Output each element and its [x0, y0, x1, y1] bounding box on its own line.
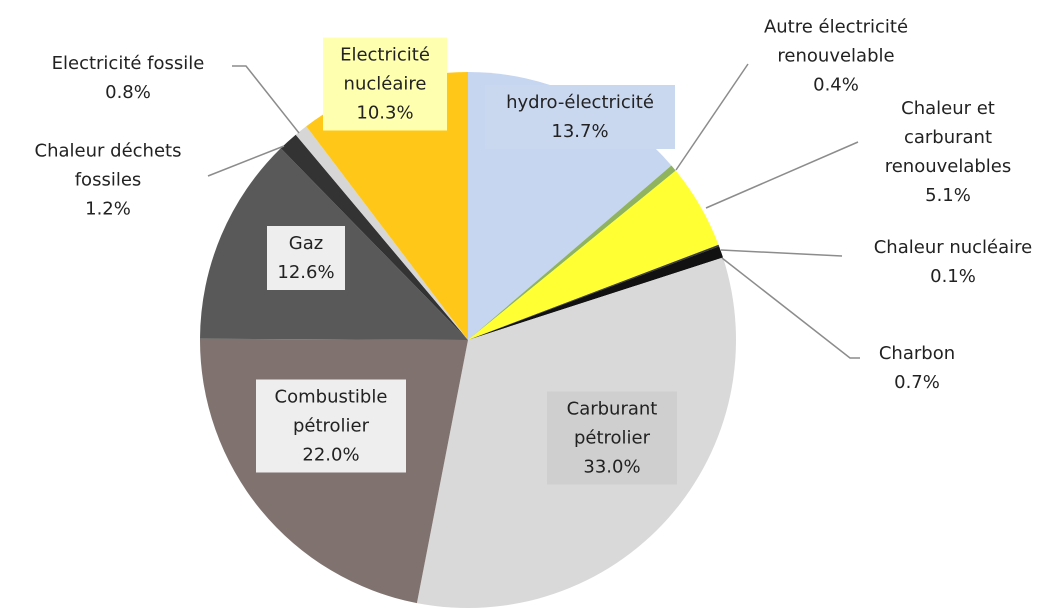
leader-line: [721, 257, 860, 359]
slice-value: 33.0%: [583, 456, 641, 478]
pie-slice: [295, 126, 468, 341]
slice-name: Gaz: [288, 233, 324, 254]
slice-name: Carburant pétrolier: [566, 398, 658, 449]
leader-line: [675, 63, 749, 171]
leader-line: [705, 141, 859, 209]
slice-name: Chaleur et carburant renouvelables: [884, 98, 1012, 177]
slice-label: Chaleur et carburant renouvelables 5.1%: [858, 91, 1038, 213]
slice-name: Electricité nucléaire: [340, 44, 430, 95]
leader-line: [232, 65, 300, 134]
pie: [200, 72, 736, 608]
leader-line: [720, 249, 843, 257]
slice-label: Autre électricité renouvelable 0.4%: [731, 10, 941, 103]
leader-line: [207, 145, 285, 177]
slice-label: Combustible pétrolier 22.0%: [256, 379, 406, 473]
slice-label: Electricité nucléaire 10.3%: [323, 37, 447, 131]
slice-value: 12.6%: [277, 262, 335, 283]
slice-value: 22.0%: [302, 444, 360, 466]
slice-value: 0.8%: [105, 82, 151, 103]
slice-value: 0.7%: [894, 372, 940, 393]
pie-slice: [280, 134, 468, 340]
slice-name: Combustible pétrolier: [274, 386, 388, 437]
slice-value: 13.7%: [551, 121, 609, 142]
slice-name: Chaleur déchets fossiles: [34, 140, 182, 191]
slice-value: 1.2%: [85, 198, 131, 220]
slice-name: Autre électricité renouvelable: [763, 16, 909, 67]
slice-name: Charbon: [878, 343, 956, 364]
slice-label: Chaleur déchets fossiles 1.2%: [8, 134, 208, 227]
pie-slice: [468, 244, 720, 340]
slice-name: Electricité fossile: [51, 53, 205, 74]
slice-label: Gaz 12.6%: [267, 226, 345, 290]
slice-value: 10.3%: [356, 102, 414, 124]
slice-value: 5.1%: [925, 185, 971, 206]
slice-label: hydro-électricité 13.7%: [485, 85, 675, 149]
leader-lines: [207, 63, 860, 359]
slice-label: Charbon 0.7%: [862, 336, 972, 400]
slice-name: hydro-électricité: [506, 92, 654, 113]
slice-label: Carburant pétrolier 33.0%: [547, 391, 677, 485]
pie-slice: [306, 72, 468, 340]
pie-slice: [468, 170, 719, 340]
slice-label: Electricité fossile 0.8%: [23, 46, 233, 110]
slice-value: 0.1%: [930, 266, 976, 287]
slice-value: 0.4%: [813, 74, 859, 96]
pie-slice: [468, 165, 676, 340]
slice-name: Chaleur nucléaire: [873, 237, 1033, 258]
pie-slice: [468, 246, 723, 340]
slice-label: Chaleur nucléaire 0.1%: [848, 230, 1052, 294]
